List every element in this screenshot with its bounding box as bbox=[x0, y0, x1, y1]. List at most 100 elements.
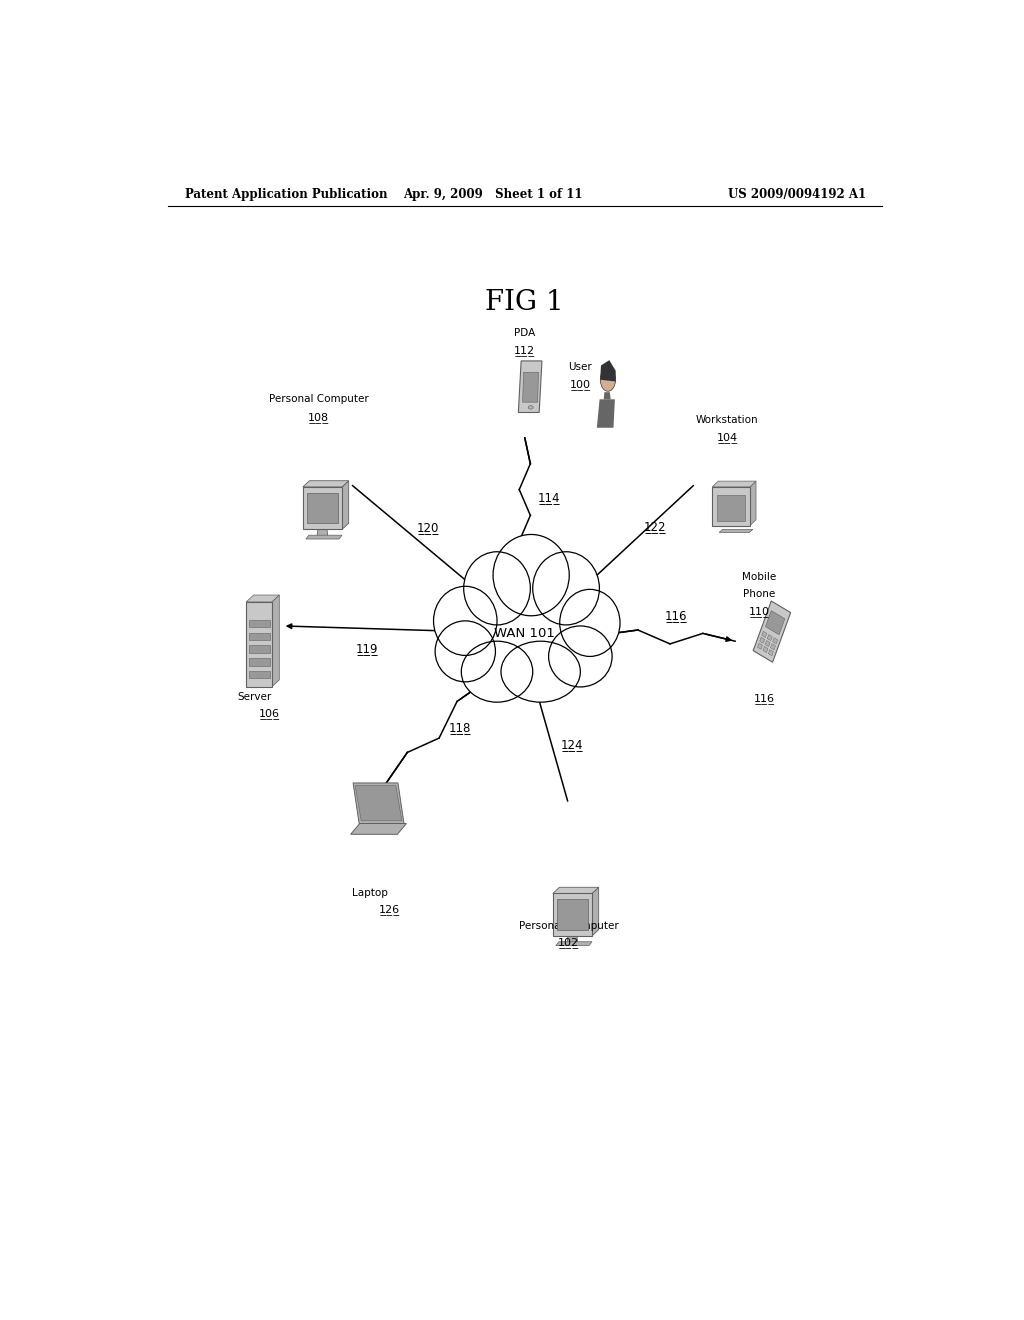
Line: 2 pts: 2 pts bbox=[439, 701, 457, 738]
Line: 2 pts: 2 pts bbox=[386, 752, 408, 784]
Point bbox=[518, 430, 530, 446]
Text: Laptop: Laptop bbox=[352, 888, 388, 898]
Point bbox=[632, 622, 644, 638]
Text: 1̲0̲8̲: 1̲0̲8̲ bbox=[308, 412, 329, 422]
Line: 2 pts: 2 pts bbox=[605, 630, 638, 635]
Line: 2 pts: 2 pts bbox=[457, 681, 485, 701]
Point bbox=[632, 622, 644, 638]
Point bbox=[380, 776, 392, 792]
Point bbox=[513, 533, 525, 549]
Point bbox=[696, 626, 709, 642]
Ellipse shape bbox=[560, 589, 620, 656]
Polygon shape bbox=[766, 611, 784, 635]
Line: 2 pts: 2 pts bbox=[670, 634, 702, 644]
Point bbox=[664, 636, 676, 652]
Point bbox=[513, 482, 525, 498]
Line: 2 pts: 2 pts bbox=[408, 738, 439, 752]
Line: 2 pts: 2 pts bbox=[605, 630, 638, 635]
Polygon shape bbox=[303, 480, 348, 487]
Point bbox=[451, 693, 463, 709]
Text: 1̲0̲6̲: 1̲0̲6̲ bbox=[259, 709, 280, 719]
Text: Server: Server bbox=[238, 692, 272, 702]
Polygon shape bbox=[600, 360, 615, 381]
Polygon shape bbox=[765, 640, 770, 647]
Polygon shape bbox=[307, 492, 338, 524]
Polygon shape bbox=[760, 638, 765, 643]
Polygon shape bbox=[306, 535, 342, 539]
Polygon shape bbox=[353, 783, 404, 824]
Point bbox=[524, 455, 537, 471]
Line: 2 pts: 2 pts bbox=[519, 541, 524, 568]
Polygon shape bbox=[553, 887, 599, 894]
Point bbox=[518, 560, 530, 576]
Polygon shape bbox=[767, 635, 772, 640]
Polygon shape bbox=[303, 487, 342, 529]
FancyArrowPatch shape bbox=[520, 544, 525, 562]
Text: Personal Computer: Personal Computer bbox=[518, 921, 618, 931]
FancyBboxPatch shape bbox=[249, 620, 270, 627]
Polygon shape bbox=[754, 601, 791, 663]
Point bbox=[729, 634, 741, 649]
Text: 1̲1̲6̲: 1̲1̲6̲ bbox=[754, 693, 775, 704]
Text: Patent Application Publication: Patent Application Publication bbox=[185, 189, 388, 202]
Ellipse shape bbox=[528, 405, 534, 409]
Line: 2 pts: 2 pts bbox=[519, 515, 530, 541]
Ellipse shape bbox=[493, 535, 569, 615]
Polygon shape bbox=[567, 936, 578, 944]
Line: 2 pts: 2 pts bbox=[638, 630, 670, 644]
Polygon shape bbox=[773, 638, 777, 644]
Ellipse shape bbox=[457, 578, 593, 684]
Ellipse shape bbox=[549, 626, 612, 686]
FancyArrowPatch shape bbox=[706, 634, 731, 642]
Ellipse shape bbox=[461, 642, 532, 702]
FancyBboxPatch shape bbox=[246, 602, 271, 686]
Text: Phone: Phone bbox=[742, 589, 775, 598]
Text: 1̲2̲2̲: 1̲2̲2̲ bbox=[644, 520, 667, 533]
Text: 1̲1̲4̲: 1̲1̲4̲ bbox=[538, 491, 560, 504]
Polygon shape bbox=[271, 595, 280, 686]
Text: US 2009/0094192 A1: US 2009/0094192 A1 bbox=[728, 189, 866, 202]
Point bbox=[524, 455, 537, 471]
Line: 2 pts: 2 pts bbox=[519, 463, 530, 490]
Polygon shape bbox=[713, 480, 756, 487]
Point bbox=[401, 744, 414, 760]
Text: WAN 101: WAN 101 bbox=[495, 627, 555, 640]
Polygon shape bbox=[522, 372, 539, 403]
Polygon shape bbox=[597, 399, 614, 428]
Text: 1̲1̲6̲: 1̲1̲6̲ bbox=[665, 609, 687, 622]
FancyArrowPatch shape bbox=[460, 684, 481, 700]
Ellipse shape bbox=[600, 368, 615, 391]
Polygon shape bbox=[768, 649, 773, 656]
FancyBboxPatch shape bbox=[249, 645, 270, 653]
Ellipse shape bbox=[501, 642, 581, 702]
Polygon shape bbox=[350, 824, 407, 834]
Point bbox=[518, 430, 530, 446]
Text: PDA: PDA bbox=[514, 329, 536, 338]
Ellipse shape bbox=[433, 586, 497, 656]
Ellipse shape bbox=[464, 552, 530, 624]
Text: 1̲0̲4̲: 1̲0̲4̲ bbox=[717, 432, 737, 444]
Line: 2 pts: 2 pts bbox=[386, 752, 408, 784]
Text: Mobile: Mobile bbox=[741, 573, 776, 582]
Ellipse shape bbox=[532, 552, 599, 624]
Polygon shape bbox=[592, 887, 599, 936]
Polygon shape bbox=[342, 480, 348, 529]
Point bbox=[513, 482, 525, 498]
Point bbox=[524, 507, 537, 523]
Line: 2 pts: 2 pts bbox=[702, 634, 735, 642]
Polygon shape bbox=[553, 894, 592, 936]
FancyBboxPatch shape bbox=[249, 671, 270, 678]
Point bbox=[479, 673, 492, 689]
Text: FIG 1: FIG 1 bbox=[485, 289, 564, 317]
Point bbox=[380, 776, 392, 792]
Polygon shape bbox=[717, 495, 745, 521]
Text: 1̲1̲0̲: 1̲1̲0̲ bbox=[749, 606, 769, 616]
Text: 1̲1̲9̲: 1̲1̲9̲ bbox=[355, 643, 378, 655]
Polygon shape bbox=[762, 631, 767, 638]
Point bbox=[433, 730, 445, 746]
Polygon shape bbox=[317, 529, 328, 537]
Text: 1̲0̲0̲: 1̲0̲0̲ bbox=[569, 379, 591, 391]
Point bbox=[451, 693, 463, 709]
Text: Workstation: Workstation bbox=[696, 414, 759, 425]
Polygon shape bbox=[246, 595, 280, 602]
